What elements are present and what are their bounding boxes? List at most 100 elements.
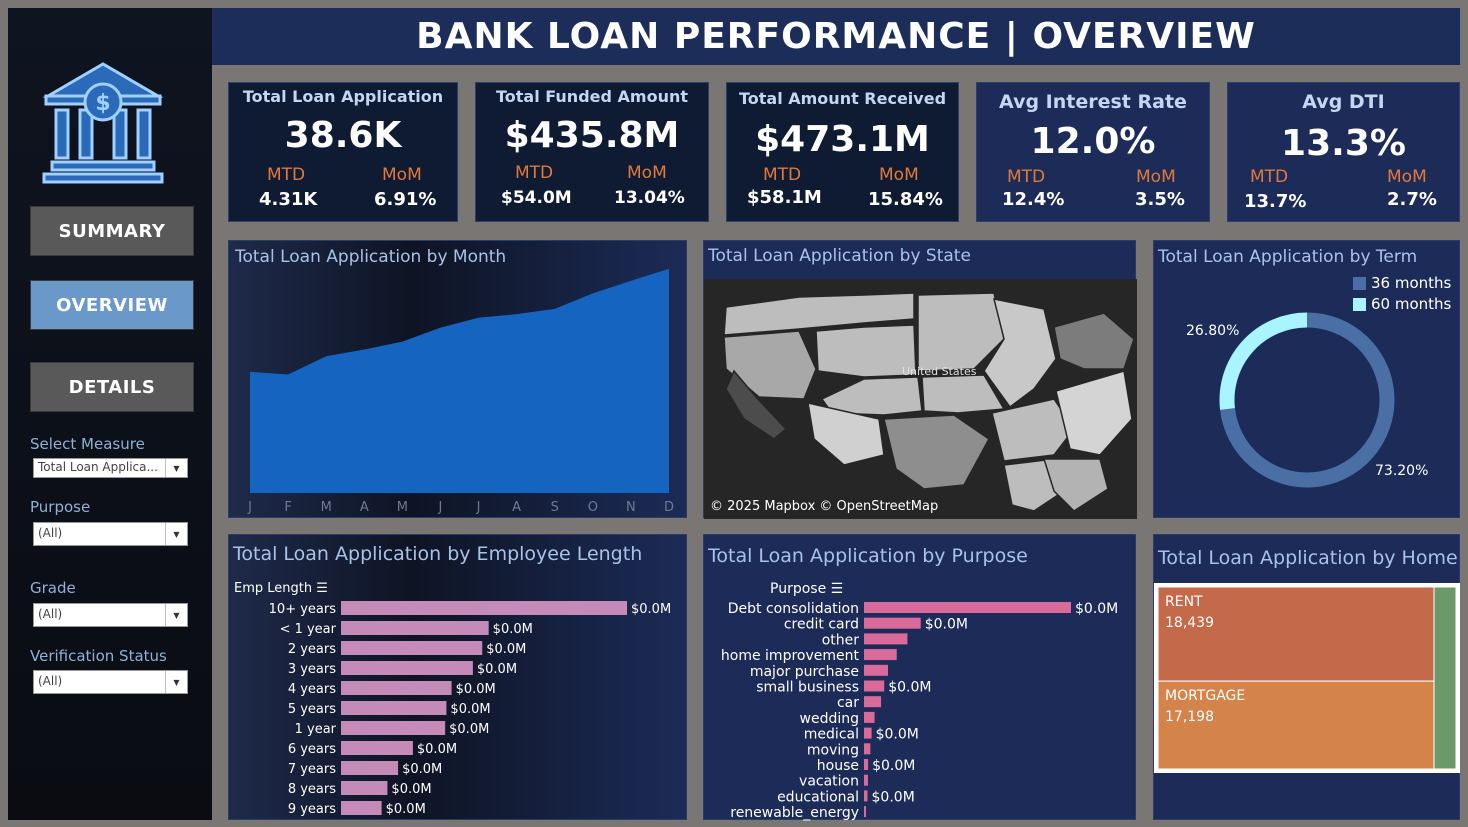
field-label-emp-length[interactable]: Emp Length ☰ [234,581,328,596]
bar-category-label: vacation [799,774,859,790]
bar[interactable] [864,727,872,739]
bar[interactable] [864,790,868,802]
treemap-by-home[interactable]: RENT 18,439 MORTGAGE 17,198 [1154,535,1461,821]
bar[interactable] [341,601,627,615]
x-tick-label: A [360,500,369,515]
kpi-value: 12.0% [1030,121,1156,162]
purpose-select-value: (All) [38,526,63,540]
treemap-cell[interactable] [1433,586,1457,770]
kpi-card-total-loan-application[interactable]: Total Loan Application 38.6K MTD MoM 4.3… [228,82,458,222]
bar[interactable] [864,602,1071,613]
field-label-text: Emp Length [234,581,313,596]
bar[interactable] [864,806,866,818]
bar[interactable] [864,743,871,755]
legend-label-36[interactable]: 36 months [1371,274,1452,292]
kpi-mtd-value: $54.0M [501,188,572,208]
bar-chart-by-emp-length[interactable]: 10+ years $0.0M < 1 year $0.0M 2 years $0.0M 3… [229,535,688,821]
bar-category-label: other [822,632,860,648]
x-tick-label: J [247,500,252,515]
donut-slice[interactable] [1220,312,1395,488]
bar-chart-by-purpose[interactable]: Debt consolidation $0.0M credit card $0.0M o… [704,535,1137,821]
bar[interactable] [864,633,908,645]
bar-category-label: 1 year [295,722,337,737]
bar-category-label: 6 years [288,742,336,757]
bar[interactable] [341,741,413,755]
x-tick-label: F [284,500,291,515]
area-series[interactable] [250,268,669,493]
bar[interactable] [864,696,882,708]
kpi-card-avg-interest-rate[interactable]: Avg Interest Rate 12.0% MTD MoM 12.4% 3.… [976,82,1210,222]
bar-category-label: house [817,758,859,774]
purpose-select[interactable]: (All) ▼ [33,522,188,546]
bar[interactable] [864,711,875,723]
bar-value-label: $0.0M [631,602,671,617]
legend-label-60[interactable]: 60 months [1371,295,1452,313]
bar-category-label: 3 years [288,662,336,677]
bar[interactable] [864,680,885,692]
bar-value-label: $0.0M [872,789,915,805]
x-tick-label: J [438,500,443,515]
filter-label-verification: Verification Status [30,647,167,665]
bar-category-label: 4 years [288,682,336,697]
bar[interactable] [341,781,388,795]
bar-value-label: $0.0M [888,680,931,696]
panel-title: Total Loan Application by State [708,246,971,266]
chevron-down-icon[interactable]: ▼ [165,604,187,626]
grade-select-value: (All) [38,607,63,621]
kpi-card-total-funded-amount[interactable]: Total Funded Amount $435.8M MTD MoM $54.… [475,82,709,222]
kpi-value: 13.3% [1281,123,1406,164]
svg-text:$: $ [95,91,110,116]
chevron-down-icon[interactable]: ▼ [165,671,187,693]
bar[interactable] [864,774,868,786]
bar[interactable] [864,649,897,661]
us-states-map: United States [723,292,1135,512]
nav-details-button[interactable]: DETAILS [30,362,194,412]
sort-icon[interactable]: ☰ [316,581,328,596]
filter-label-grade: Grade [30,579,76,597]
bar[interactable] [341,681,452,695]
kpi-card-total-amount-received[interactable]: Total Amount Received $473.1M MTD MoM $5… [726,82,959,222]
sort-icon[interactable]: ☰ [830,581,844,597]
bar[interactable] [864,664,888,676]
map-background[interactable]: United States [704,279,1137,519]
kpi-mom-value: 3.5% [1135,189,1185,210]
field-label-purpose[interactable]: Purpose ☰ [770,581,843,597]
bar[interactable] [341,621,489,635]
filter-label-purpose: Purpose [30,498,91,516]
map-country-label: United States [902,365,977,378]
chevron-down-icon[interactable]: ▼ [165,459,187,477]
x-tick-label: N [626,500,636,515]
bar-value-label: $0.0M [456,682,496,697]
kpi-mtd-label: MTD [1250,167,1289,187]
bar-value-label: $0.0M [1075,601,1118,617]
bar[interactable] [864,759,869,770]
bar[interactable] [341,701,447,715]
bar[interactable] [341,641,483,655]
verification-select-value: (All) [38,674,63,688]
panel-by-month: Total Loan Application by Month J F M A M J J A… [228,240,687,518]
bar-category-label: renewable_energy [730,805,859,821]
bar[interactable] [341,661,473,675]
measure-select[interactable]: Total Loan Applica... ▼ [33,458,188,478]
kpi-card-avg-dti[interactable]: Avg DTI 13.3% MTD MoM 13.7% 2.7% [1227,82,1460,222]
kpi-mtd-value: 13.7% [1244,191,1307,212]
donut-slice[interactable] [1219,312,1308,410]
chevron-down-icon[interactable]: ▼ [165,523,187,545]
kpi-mom-label: MoM [627,163,667,183]
treemap-cell[interactable] [1157,586,1435,682]
nav-overview-button[interactable]: OVERVIEW [30,280,194,330]
bar[interactable] [341,801,382,815]
grade-select[interactable]: (All) ▼ [33,603,188,627]
bar[interactable] [341,761,399,775]
bar-category-label: medical [804,727,859,743]
map-attribution[interactable]: © 2025 Mapbox © OpenStreetMap [710,499,939,514]
donut-chart-by-term[interactable]: 73.20% 26.80% [1154,241,1461,519]
verification-select[interactable]: (All) ▼ [33,670,188,694]
bar[interactable] [341,721,446,735]
bar[interactable] [864,617,921,629]
nav-summary-button[interactable]: SUMMARY [30,206,194,256]
treemap-cell[interactable] [1157,680,1435,770]
kpi-title: Total Amount Received [738,89,947,108]
bar-value-label: $0.0M [386,802,426,817]
